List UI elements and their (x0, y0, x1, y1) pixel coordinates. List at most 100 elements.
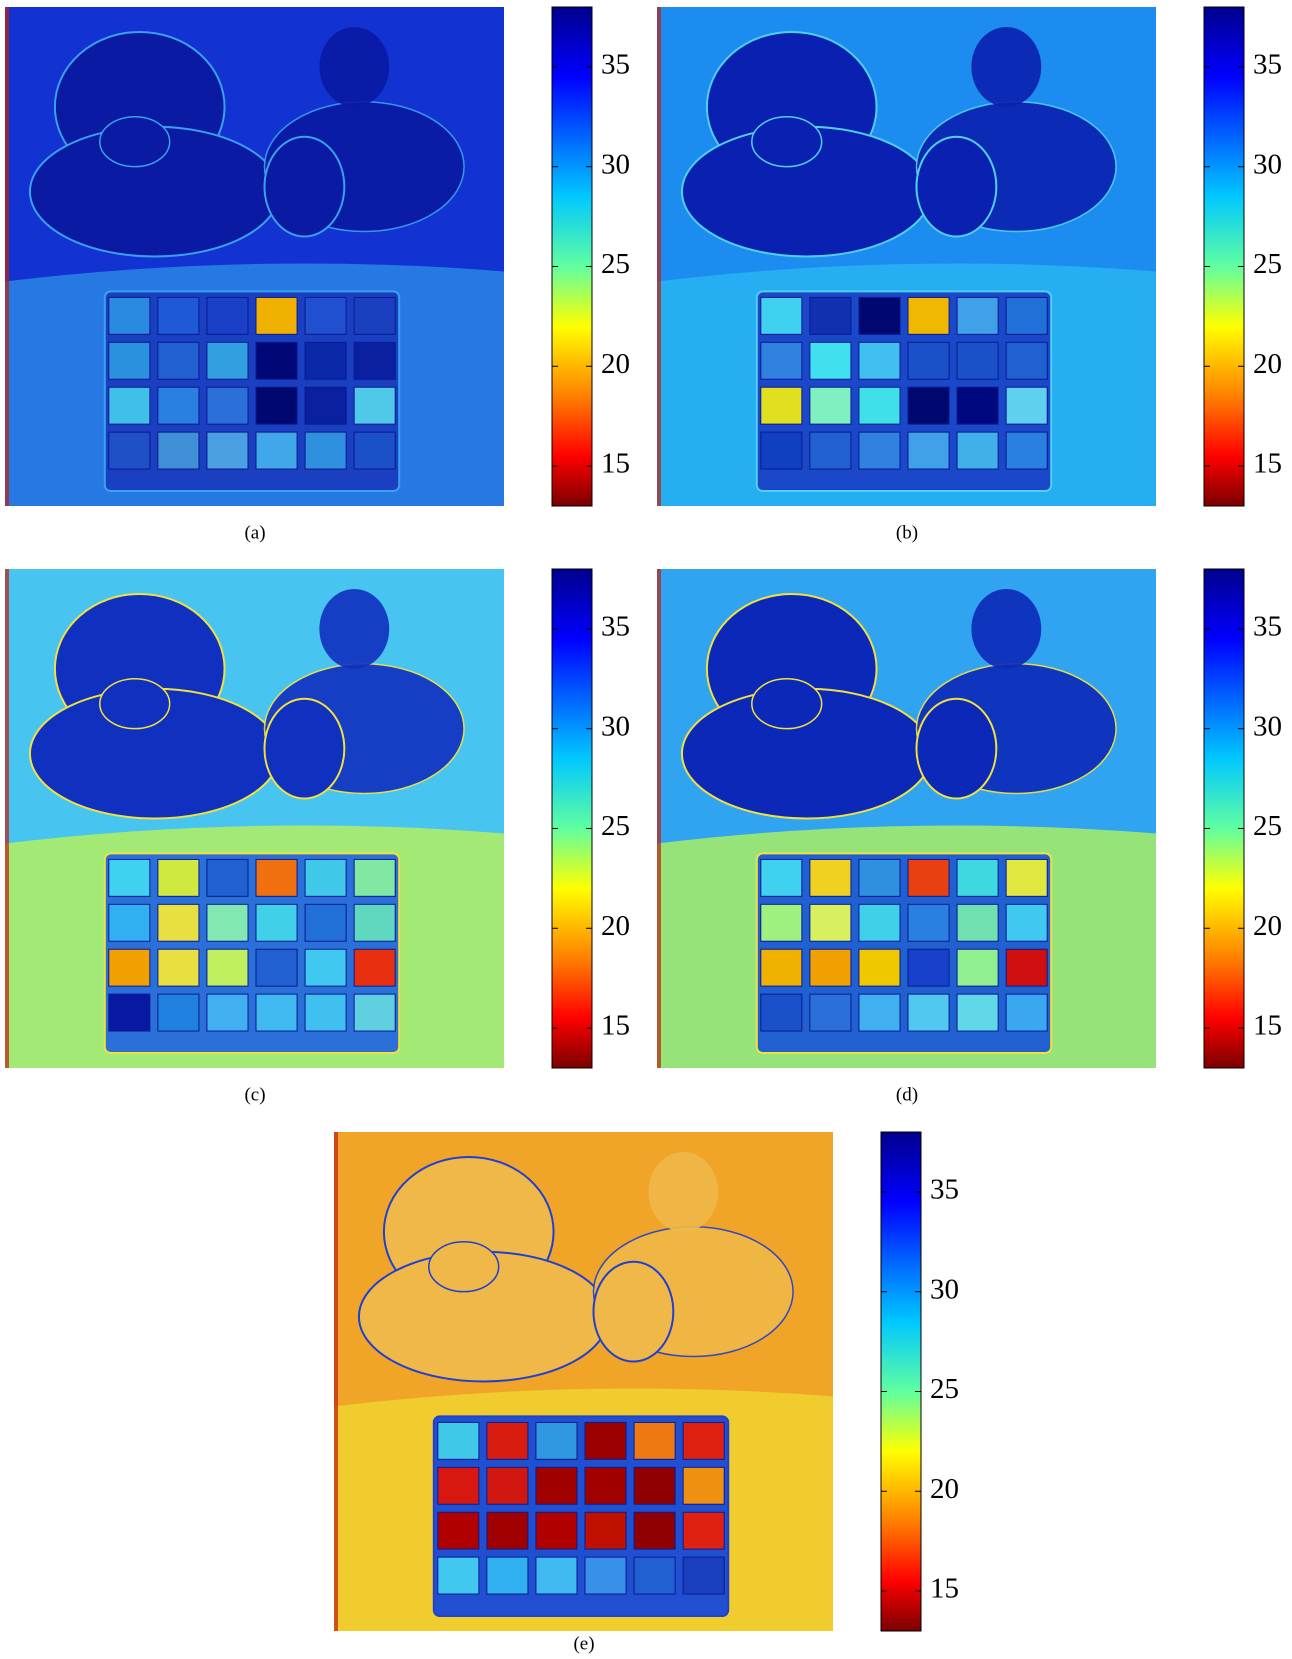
colorbar-tick-label: 20 (1253, 348, 1282, 380)
color-checker-tile (354, 859, 395, 896)
color-checker-tile (1006, 297, 1047, 334)
colorbar-tick-label: 15 (930, 1573, 959, 1605)
color-checker-tile (957, 342, 998, 379)
toy-penguin (264, 137, 344, 237)
color-checker-tile (158, 297, 199, 334)
color-checker-tile (761, 994, 802, 1031)
color-checker-tile (438, 1422, 479, 1459)
color-checker-tile (536, 1422, 577, 1459)
left-edge-noise (5, 7, 9, 506)
color-checker-tile (585, 1557, 626, 1594)
color-checker-tile (207, 342, 248, 379)
color-checker-tile (908, 297, 949, 334)
color-checker-tile (585, 1512, 626, 1549)
color-checker-tile (256, 904, 297, 941)
panel-label: (b) (896, 522, 918, 543)
color-checker-tile (438, 1467, 479, 1504)
colorbar-tick-label: 25 (1253, 810, 1282, 842)
color-checker-tile (109, 904, 150, 941)
color-checker-tile (256, 859, 297, 896)
colorbar-tick-label: 30 (601, 710, 630, 742)
toy-bird-head (971, 27, 1041, 107)
panel-label: (d) (896, 1084, 918, 1105)
colorbar-tick-label: 20 (601, 910, 630, 942)
toy-bird-head (971, 589, 1041, 669)
color-checker-tile (438, 1557, 479, 1594)
color-checker-tile (207, 949, 248, 986)
color-checker-tile (305, 994, 346, 1031)
color-checker-tile (158, 387, 199, 424)
color-checker-tile (207, 904, 248, 941)
color-checker-tile (536, 1512, 577, 1549)
toy-bird-head (319, 589, 389, 669)
toy-penguin (264, 699, 344, 799)
colorbar-tick-label: 30 (1253, 710, 1282, 742)
color-checker-tile (859, 387, 900, 424)
color-checker-tile (1006, 949, 1047, 986)
color-checker-tile (908, 904, 949, 941)
toy-dog-snout (752, 117, 822, 167)
color-checker-tile (957, 904, 998, 941)
color-checker-tile (859, 949, 900, 986)
color-checker-tile (1006, 904, 1047, 941)
colorbar-tick-label: 25 (1253, 248, 1282, 280)
color-checker-tile (1006, 432, 1047, 469)
color-checker-tile (683, 1557, 724, 1594)
color-checker-tile (207, 297, 248, 334)
color-checker-tile (109, 297, 150, 334)
color-checker-tile (354, 297, 395, 334)
toy-bird-head (648, 1152, 718, 1232)
color-checker-tile (487, 1512, 528, 1549)
color-checker-tile (859, 904, 900, 941)
color-checker-tile (305, 387, 346, 424)
left-edge-noise (657, 7, 661, 506)
color-checker-tile (256, 994, 297, 1031)
panel (657, 569, 1156, 1068)
color-checker-tile (585, 1467, 626, 1504)
color-checker-tile (634, 1422, 675, 1459)
panel-label: (c) (244, 1084, 265, 1105)
colorbar-tick-label: 25 (601, 810, 630, 842)
color-checker-tile (957, 297, 998, 334)
color-checker-tile (305, 949, 346, 986)
color-checker-tile (810, 297, 851, 334)
toy-penguin (916, 699, 996, 799)
color-checker-tile (207, 994, 248, 1031)
color-checker-tile (683, 1422, 724, 1459)
color-checker-tile (585, 1422, 626, 1459)
color-checker-tile (683, 1467, 724, 1504)
panel (334, 1132, 833, 1631)
color-checker-tile (810, 994, 851, 1031)
colorbar-tick-label: 35 (930, 1174, 959, 1206)
color-checker-tile (207, 387, 248, 424)
color-checker-tile (109, 387, 150, 424)
color-checker-tile (305, 297, 346, 334)
color-checker-tile (354, 949, 395, 986)
color-checker-tile (957, 949, 998, 986)
color-checker-tile (487, 1557, 528, 1594)
color-checker-tile (207, 859, 248, 896)
color-checker-tile (810, 859, 851, 896)
color-checker-tile (158, 949, 199, 986)
color-checker-tile (438, 1512, 479, 1549)
color-checker-tile (810, 432, 851, 469)
colorbar-tick-label: 20 (1253, 910, 1282, 942)
colorbar (881, 1132, 921, 1631)
color-checker-tile (957, 387, 998, 424)
color-checker-tile (1006, 994, 1047, 1031)
color-checker-tile (256, 432, 297, 469)
color-checker-tile (908, 949, 949, 986)
color-checker-tile (908, 859, 949, 896)
panel (657, 7, 1156, 506)
colorbar-tick-label: 15 (601, 448, 630, 480)
color-checker-tile (761, 387, 802, 424)
color-checker-tile (256, 949, 297, 986)
color-checker-tile (256, 297, 297, 334)
colorbar-tick-label: 35 (1253, 49, 1282, 81)
colorbar-tick-label: 25 (930, 1373, 959, 1405)
toy-penguin (593, 1262, 673, 1362)
color-checker-tile (810, 904, 851, 941)
color-checker-tile (859, 994, 900, 1031)
color-checker-tile (158, 432, 199, 469)
color-checker-tile (634, 1467, 675, 1504)
